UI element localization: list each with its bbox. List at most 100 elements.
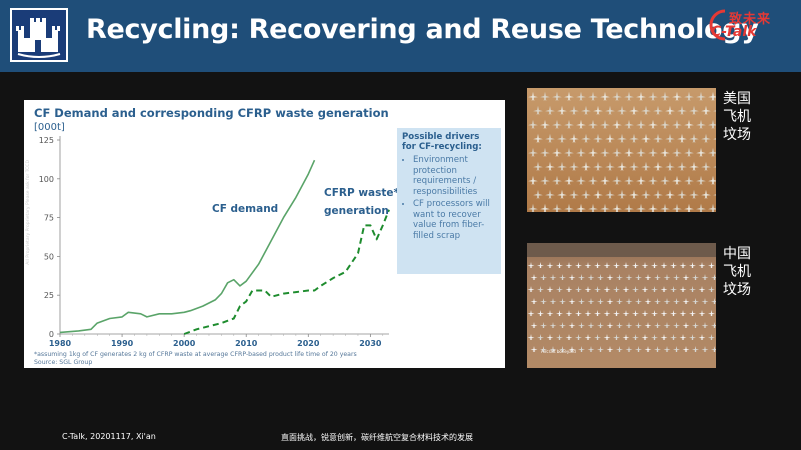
- cn-aircraft-icon: [613, 262, 620, 268]
- chart-title: CF Demand and corresponding CFRP waste g…: [34, 106, 389, 120]
- us-aircraft-icon: [612, 147, 622, 157]
- us-aircraft-icon: [545, 161, 555, 171]
- us-aircraft-icon: [701, 105, 711, 115]
- us-aircraft-icon: [576, 91, 586, 101]
- us-boneyard-label: 美国 飞机 坟场: [723, 90, 759, 144]
- us-aircraft-icon: [588, 91, 598, 101]
- cn-aircraft-icon: [556, 310, 563, 316]
- cn-aircraft-icon: [603, 262, 611, 268]
- cn-aircraft-icon: [711, 298, 716, 304]
- us-aircraft-icon: [600, 119, 610, 129]
- us-aircraft-icon: [533, 161, 543, 171]
- cn-aircraft-icon: [644, 298, 652, 304]
- cn-aircraft-icon: [540, 346, 547, 352]
- cn-aircraft-icon: [698, 262, 706, 268]
- us-aircraft-icon: [636, 203, 646, 212]
- cn-aircraft-icon: [670, 262, 677, 268]
- cn-aircraft-icon: [556, 286, 563, 292]
- cn-aircraft-icon: [606, 346, 614, 352]
- drivers-item: Environment protection requirements / re…: [413, 155, 496, 197]
- us-aircraft-icon: [641, 161, 651, 171]
- cn-aircraft-icon: [597, 298, 604, 304]
- cn-aircraft-icon: [556, 262, 563, 268]
- cn-aircraft-icon: [698, 286, 706, 292]
- us-aircraft-icon: [581, 133, 591, 143]
- cn-aircraft-icon: [559, 346, 566, 352]
- cn-aircraft-icon: [644, 346, 652, 352]
- cn-aircraft-icon: [622, 334, 630, 340]
- cn-boneyard-image: Aircraft boneyard: [527, 243, 716, 368]
- cn-aircraft-icon: [597, 346, 604, 352]
- us-aircraft-icon: [545, 133, 555, 143]
- cn-aircraft-icon: [625, 298, 633, 304]
- cn-aircraft-icon: [597, 322, 604, 328]
- cn-aircraft-icon: [537, 310, 544, 316]
- us-aircraft-icon: [653, 133, 663, 143]
- us-aircraft-icon: [588, 203, 598, 212]
- us-aircraft-icon: [564, 91, 574, 101]
- x-tick-label: 2020: [297, 339, 320, 348]
- cn-aircraft-icon: [565, 310, 573, 316]
- us-aircraft-icon: [528, 175, 538, 185]
- cn-aircraft-icon: [644, 322, 652, 328]
- cn-aircraft-icon: [603, 310, 611, 316]
- us-aircraft-icon: [684, 91, 694, 101]
- us-aircraft-icon: [677, 105, 687, 115]
- cn-aircraft-icon: [578, 322, 585, 328]
- chart-footnote-source: Source: SGL Group: [34, 359, 93, 366]
- cn-aircraft-icon: [673, 322, 680, 328]
- us-aircraft-icon: [648, 203, 658, 212]
- cn-aircraft-icon: [689, 286, 696, 292]
- chart-plot: 0 25 50 75 100 125 1980 1990 2000 2010 2020 2030 CF …: [39, 136, 399, 348]
- cn-aircraft-icon: [660, 334, 668, 340]
- cn-aircraft-icon: [673, 298, 680, 304]
- us-aircraft-icon: [665, 133, 675, 143]
- cn-aircraft-icon: [708, 334, 715, 340]
- cn-aircraft-icon: [584, 334, 592, 340]
- cn-aircraft-icon: [565, 262, 573, 268]
- x-tick-label: 2010: [235, 339, 258, 348]
- us-aircraft-icon: [701, 189, 711, 199]
- cn-aircraft-icon: [622, 286, 630, 292]
- us-aircraft-icon: [624, 119, 634, 129]
- cn-aircraft-icon: [549, 346, 557, 352]
- us-aircraft-icon: [641, 105, 651, 115]
- chart-footnote: *assuming 1kg of CF generates 2 kg of CF…: [34, 351, 357, 367]
- x-tick-label: 1980: [49, 339, 72, 348]
- cfrp-waste-label-line2: generation: [324, 205, 389, 217]
- us-aircraft-icon: [636, 119, 646, 129]
- brand-c-arc-icon: [709, 9, 726, 41]
- cn-aircraft-icon: [654, 298, 661, 304]
- cn-aircraft-icon: [606, 322, 614, 328]
- cn-aircraft-icon: [616, 274, 623, 280]
- us-aircraft-icon: [696, 203, 706, 212]
- x-tick-label: 2000: [173, 339, 196, 348]
- cn-aircraft-icon: [606, 298, 614, 304]
- cn-aircraft-icon: [606, 274, 614, 280]
- us-aircraft-icon: [593, 189, 603, 199]
- y-tick-label: 75: [44, 214, 54, 223]
- cn-aircraft-icon: [559, 322, 566, 328]
- us-aircraft-icon: [701, 161, 711, 171]
- us-aircraft-icon: [552, 175, 562, 185]
- cn-aircraft-icon: [549, 274, 557, 280]
- cf-demand-chart: CF Demand and corresponding CFRP waste g…: [24, 100, 505, 368]
- us-aircraft-icon: [689, 105, 699, 115]
- cn-aircraft-icon: [587, 298, 595, 304]
- cn-aircraft-icon: [622, 262, 630, 268]
- us-aircraft-icon: [648, 119, 658, 129]
- cn-aircraft-icon: [546, 262, 554, 268]
- us-boneyard-image: [527, 88, 716, 212]
- cn-aircraft-icon: [537, 262, 544, 268]
- us-aircraft-icon: [696, 119, 706, 129]
- us-aircraft-icon: [557, 161, 567, 171]
- cn-aircraft-icon: [594, 310, 601, 316]
- cn-aircraft-icon: [635, 346, 642, 352]
- us-aircraft-icon: [713, 166, 716, 168]
- cn-aircraft-icon: [651, 310, 658, 316]
- cn-aircraft-icon: [673, 346, 680, 352]
- cn-aircraft-icon: [622, 310, 630, 316]
- us-aircraft-icon: [689, 133, 699, 143]
- us-aircraft-icon: [629, 133, 639, 143]
- cn-aircraft-icon: [594, 262, 601, 268]
